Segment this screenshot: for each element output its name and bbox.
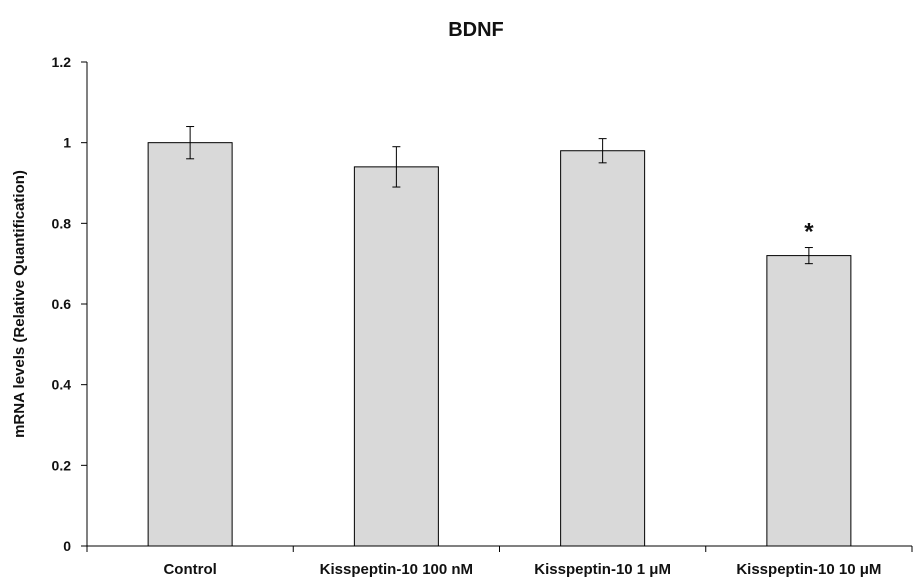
bar [147,142,233,547]
y-tick-label: 0.8 [52,215,72,231]
x-axis-ticks: Control Kisspeptin-10 100 nM Kisspeptin-10… [86,546,913,578]
y-axis-ticks: 0 0.2 0.4 0.6 0.8 1 1.2 [52,54,87,554]
bar [560,150,646,547]
x-tick-label: Kisspeptin-10 1 μM [534,561,671,578]
y-tick-label: 1 [63,135,71,151]
significance-marker: * [804,219,814,246]
y-tick-label: 0.6 [52,296,72,312]
y-axis-label: mRNA levels (Relative Quantification) [11,170,28,438]
error-bars-group [186,126,813,265]
y-tick-label: 1.2 [52,54,72,70]
y-tick-label: 0.2 [52,457,72,473]
y-tick-label: 0 [63,538,71,554]
x-tick-label: Control [163,561,216,578]
bar [766,255,852,547]
bar [353,166,439,547]
x-tick-label: Kisspeptin-10 10 μM [736,561,881,578]
annotations-group: * [804,219,814,246]
y-tick-label: 0.4 [52,377,72,393]
bars-group [147,142,852,547]
chart-title: BDNF [448,19,504,41]
x-tick-label: Kisspeptin-10 100 nM [320,561,473,578]
